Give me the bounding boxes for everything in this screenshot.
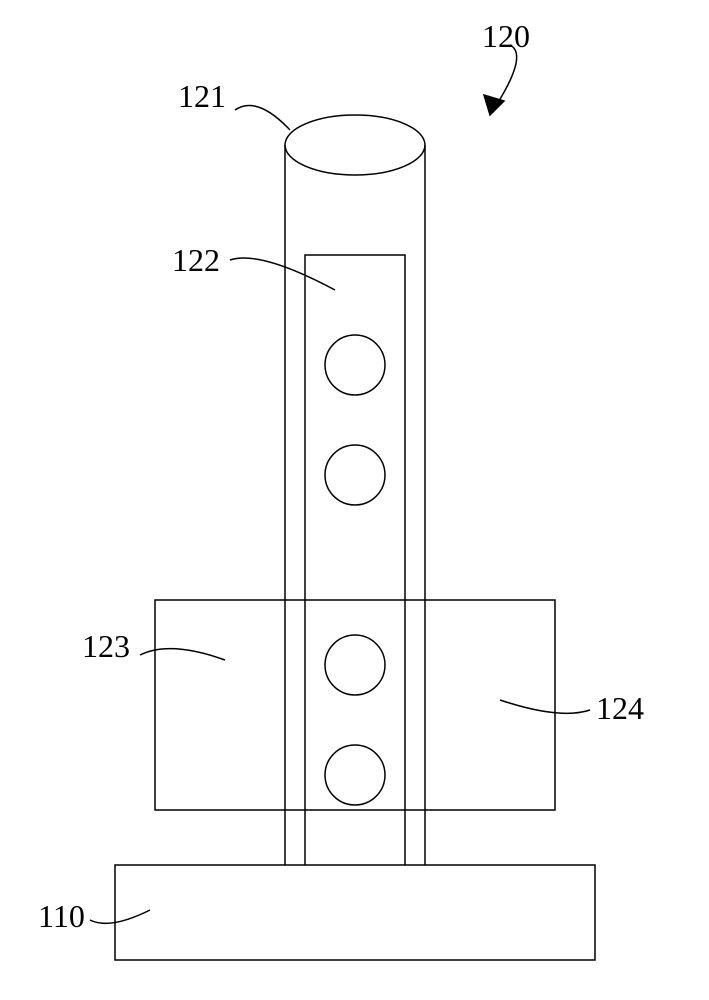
hole-2 [325,445,385,505]
label-124: 124 [596,690,644,727]
leader-124 [500,700,590,713]
label-123: 123 [82,628,130,665]
hole-4 [325,745,385,805]
leader-110 [90,910,150,923]
cylinder-top [285,115,425,175]
label-110: 110 [38,898,85,935]
middle-block-left [155,600,555,810]
leader-121 [235,106,290,131]
leader-122 [230,258,335,290]
inner-slot [305,255,405,865]
technical-diagram [0,0,709,1000]
hole-3 [325,635,385,695]
hole-1 [325,335,385,395]
label-120: 120 [482,18,530,55]
leader-123 [140,649,225,660]
base-block [115,865,595,960]
label-121: 121 [178,78,226,115]
label-122: 122 [172,242,220,279]
